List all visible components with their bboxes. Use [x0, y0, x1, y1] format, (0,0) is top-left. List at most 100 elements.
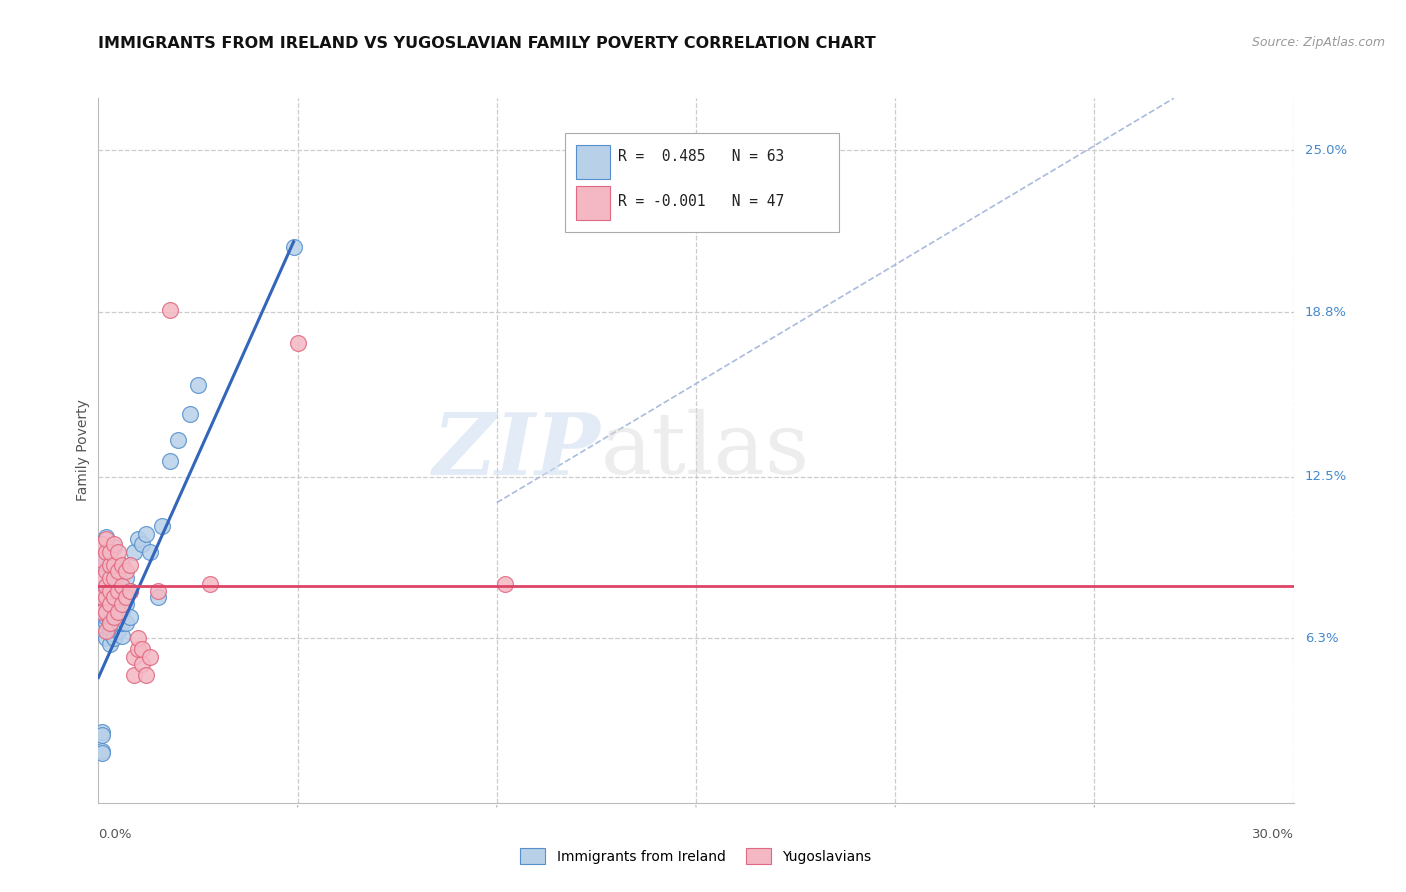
Point: [96, 624, 118, 638]
Point: [96, 590, 118, 604]
Point: [96, 579, 118, 593]
Point: [98, 545, 122, 559]
Point: [91, 618, 114, 632]
Point: [91, 590, 114, 604]
Text: 25.0%: 25.0%: [1305, 144, 1347, 157]
Text: 0.0%: 0.0%: [98, 828, 132, 841]
Point: [91, 743, 114, 757]
Point: [103, 605, 125, 619]
Point: [98, 615, 122, 630]
Point: [148, 590, 170, 604]
Point: [103, 615, 125, 630]
Point: [98, 615, 122, 630]
Point: [107, 615, 129, 630]
Point: [98, 598, 122, 612]
Text: R = -0.001   N = 47: R = -0.001 N = 47: [619, 194, 785, 210]
Point: [131, 657, 153, 672]
Point: [111, 579, 134, 593]
Point: [103, 564, 125, 578]
Point: [91, 598, 114, 612]
Point: [127, 532, 149, 546]
Point: [103, 590, 125, 604]
Point: [96, 545, 118, 559]
Text: IMMIGRANTS FROM IRELAND VS YUGOSLAVIAN FAMILY POVERTY CORRELATION CHART: IMMIGRANTS FROM IRELAND VS YUGOSLAVIAN F…: [98, 36, 876, 51]
Point: [107, 571, 129, 585]
Point: [127, 641, 149, 656]
Point: [124, 545, 146, 559]
Point: [98, 558, 122, 573]
Point: [115, 564, 138, 578]
Point: [96, 553, 118, 567]
Text: R =  0.485   N = 63: R = 0.485 N = 63: [619, 149, 785, 164]
Point: [131, 641, 153, 656]
Point: [120, 558, 142, 573]
Point: [111, 615, 134, 630]
Point: [91, 605, 114, 619]
Point: [91, 556, 114, 570]
Point: [111, 595, 134, 609]
Point: [91, 553, 114, 567]
Point: [131, 537, 153, 551]
Point: [187, 378, 209, 392]
Point: [96, 632, 118, 646]
Point: [120, 584, 142, 599]
Point: [159, 302, 181, 317]
Point: [91, 746, 114, 760]
Point: [107, 564, 129, 578]
Point: [103, 571, 125, 585]
Point: [135, 668, 157, 682]
FancyBboxPatch shape: [565, 134, 839, 232]
Point: [115, 598, 138, 612]
Point: [103, 537, 125, 551]
Point: [96, 530, 118, 544]
Point: [103, 632, 125, 646]
Point: [127, 632, 149, 646]
Point: [107, 564, 129, 578]
Point: [139, 649, 162, 664]
Point: [107, 624, 129, 638]
Point: [96, 579, 118, 593]
Point: [179, 407, 201, 421]
Point: [96, 605, 118, 619]
Point: [98, 558, 122, 573]
Point: [103, 584, 125, 599]
Point: [167, 433, 190, 447]
Point: [98, 571, 122, 585]
Text: 12.5%: 12.5%: [1305, 470, 1347, 483]
Point: [96, 532, 118, 546]
Bar: [576, 145, 610, 179]
Text: 18.8%: 18.8%: [1305, 306, 1347, 318]
Point: [98, 621, 122, 635]
Point: [98, 626, 122, 640]
Point: [107, 605, 129, 619]
Point: [111, 605, 134, 619]
Point: [494, 576, 516, 591]
Point: [111, 558, 134, 573]
Point: [120, 584, 142, 599]
Y-axis label: Family Poverty: Family Poverty: [76, 400, 90, 501]
Point: [111, 629, 134, 643]
Point: [103, 540, 125, 554]
Point: [103, 558, 125, 573]
Point: [150, 519, 173, 533]
Point: [91, 571, 114, 585]
Point: [98, 637, 122, 651]
Point: [148, 584, 170, 599]
Point: [135, 527, 157, 541]
Point: [91, 537, 114, 551]
Point: [103, 610, 125, 624]
Point: [91, 725, 114, 739]
Point: [96, 610, 118, 624]
Point: [115, 571, 138, 585]
Point: [111, 598, 134, 612]
Point: [198, 576, 221, 591]
Point: [96, 605, 118, 619]
Point: [107, 605, 129, 619]
Point: [91, 582, 114, 596]
Text: atlas: atlas: [600, 409, 810, 492]
Text: ZIP: ZIP: [433, 409, 600, 492]
Point: [98, 602, 122, 616]
Point: [107, 595, 129, 609]
Text: 6.3%: 6.3%: [1305, 632, 1339, 645]
Text: Source: ZipAtlas.com: Source: ZipAtlas.com: [1251, 36, 1385, 49]
